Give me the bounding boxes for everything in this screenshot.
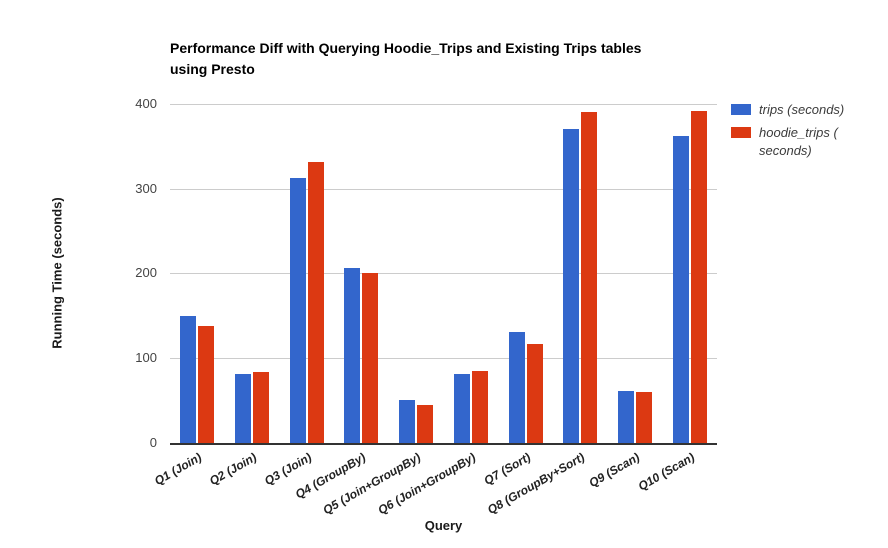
bar-trips-seconds--q5[interactable] <box>399 400 415 443</box>
y-tick-label: 300 <box>135 181 157 196</box>
bar-trips-seconds--q9[interactable] <box>618 391 634 443</box>
y-axis-title: Running Time (seconds) <box>49 197 65 349</box>
bar-trips-seconds--q10[interactable] <box>673 136 689 443</box>
chart-title: Performance Diff with Querying Hoodie_Tr… <box>170 38 790 80</box>
y-tick-label: 200 <box>135 265 157 280</box>
gridline <box>170 104 717 105</box>
bar-trips-seconds--q6[interactable] <box>454 374 470 443</box>
legend-swatch <box>731 104 751 115</box>
legend-item[interactable]: trips (seconds) <box>731 101 881 119</box>
bar-hoodie-trips-seconds--q4[interactable] <box>362 273 378 443</box>
y-tick-label: 0 <box>149 435 157 450</box>
bar-hoodie-trips-seconds--q10[interactable] <box>691 111 707 443</box>
chart-legend: trips (seconds) hoodie_trips (seconds) <box>731 101 881 165</box>
bar-trips-seconds--q1[interactable] <box>180 316 196 443</box>
bar-hoodie-trips-seconds--q5[interactable] <box>417 405 433 443</box>
chart-title-line-1: Performance Diff with Querying Hoodie_Tr… <box>170 40 642 56</box>
bar-hoodie-trips-seconds--q8[interactable] <box>581 112 597 443</box>
y-tick-label: 100 <box>135 350 157 365</box>
bar-hoodie-trips-seconds--q3[interactable] <box>308 162 324 443</box>
legend-label: hoodie_trips (seconds) <box>759 125 838 158</box>
gridline <box>170 189 717 190</box>
bar-hoodie-trips-seconds--q7[interactable] <box>527 344 543 443</box>
bar-trips-seconds--q7[interactable] <box>509 332 525 443</box>
gridline <box>170 273 717 274</box>
y-tick-label: 400 <box>135 96 157 111</box>
legend-swatch <box>731 127 751 138</box>
chart-title-line-2: using Presto <box>170 61 255 77</box>
bar-trips-seconds--q3[interactable] <box>290 178 306 443</box>
bar-hoodie-trips-seconds--q1[interactable] <box>198 326 214 443</box>
legend-item[interactable]: hoodie_trips (seconds) <box>731 124 881 160</box>
x-axis-title: Query <box>424 518 463 533</box>
bar-trips-seconds--q8[interactable] <box>563 129 579 443</box>
bar-hoodie-trips-seconds--q2[interactable] <box>253 372 269 443</box>
bar-hoodie-trips-seconds--q9[interactable] <box>636 392 652 443</box>
bar-trips-seconds--q2[interactable] <box>235 374 251 443</box>
gridline <box>170 358 717 359</box>
bar-hoodie-trips-seconds--q6[interactable] <box>472 371 488 443</box>
legend-label: trips (seconds) <box>759 102 845 117</box>
bar-trips-seconds--q4[interactable] <box>344 268 360 443</box>
x-axis-line <box>170 443 717 445</box>
